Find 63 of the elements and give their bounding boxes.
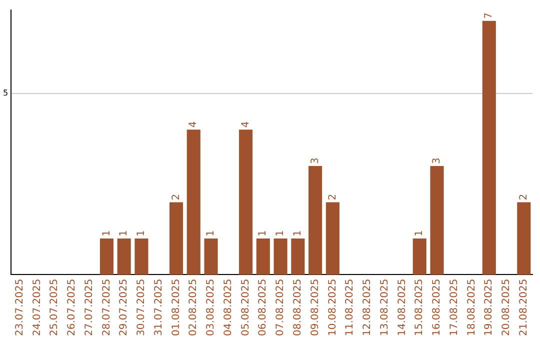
bar xyxy=(186,130,200,275)
x-tick-label: 05.08.2025 xyxy=(240,278,252,336)
bar xyxy=(256,238,270,275)
x-tick-label: 27.07.2025 xyxy=(84,278,95,336)
bar xyxy=(430,166,444,275)
data-label: 4 xyxy=(188,121,200,128)
x-tick-label: 25.07.2025 xyxy=(49,278,60,336)
x-tick-label: 07.08.2025 xyxy=(275,278,286,336)
x-tick-label: 26.07.2025 xyxy=(66,278,78,336)
bar xyxy=(238,130,253,275)
x-tick-label: 30.07.2025 xyxy=(136,278,148,336)
data-label: 2 xyxy=(518,194,530,200)
x-tick-label: 24.07.2025 xyxy=(32,278,43,336)
x-tick-label: 28.07.2025 xyxy=(101,278,112,336)
x-tick-label: 12.08.2025 xyxy=(362,278,374,336)
x-tick-label: 23.07.2025 xyxy=(14,278,26,336)
bar xyxy=(482,20,496,275)
x-tick-label: 14.08.2025 xyxy=(396,278,408,336)
x-tick-label: 29.07.2025 xyxy=(118,278,130,336)
bar xyxy=(291,238,305,275)
x-tick-label: 19.08.2025 xyxy=(484,278,495,336)
x-tick-label: 21.08.2025 xyxy=(518,278,530,336)
data-label: 1 xyxy=(206,230,217,236)
x-tick-label: 15.08.2025 xyxy=(414,278,426,336)
bar xyxy=(134,238,148,275)
bar xyxy=(517,202,531,275)
x-tick-label: 06.08.2025 xyxy=(258,278,269,336)
bar xyxy=(100,238,114,275)
data-label: 1 xyxy=(258,230,269,236)
bar xyxy=(169,202,184,275)
data-label: 1 xyxy=(101,230,112,236)
data-label: 2 xyxy=(170,194,182,200)
x-tick-label: 11.08.2025 xyxy=(344,278,356,336)
y-tick-label: 5 xyxy=(2,88,8,98)
x-tick-label: 02.08.2025 xyxy=(188,278,200,336)
x-tick-label: 08.08.2025 xyxy=(292,278,304,336)
x-tick-label: 16.08.2025 xyxy=(432,278,443,336)
data-label: 7 xyxy=(484,12,495,19)
x-tick-label: 09.08.2025 xyxy=(310,278,321,336)
x-tick-label: 10.08.2025 xyxy=(327,278,338,336)
x-tick-label: 18.08.2025 xyxy=(466,278,478,336)
data-label: 3 xyxy=(310,158,321,164)
x-tick-label: 17.08.2025 xyxy=(448,278,460,336)
bar xyxy=(308,166,322,275)
x-tick-label: 03.08.2025 xyxy=(206,278,217,336)
x-tick-label: 01.08.2025 xyxy=(170,278,182,336)
bar xyxy=(326,202,340,275)
data-label: 1 xyxy=(118,230,130,236)
x-tick-label: 31.07.2025 xyxy=(153,278,164,336)
data-label: 3 xyxy=(432,158,443,164)
data-label: 1 xyxy=(414,230,426,236)
bar xyxy=(412,238,426,275)
bar xyxy=(204,238,218,275)
x-tick-label: 13.08.2025 xyxy=(379,278,390,336)
x-tick-label: 04.08.2025 xyxy=(222,278,234,336)
data-label: 1 xyxy=(275,230,286,236)
bar xyxy=(274,238,288,275)
data-label: 2 xyxy=(327,194,338,200)
data-label: 1 xyxy=(136,230,148,236)
data-label: 4 xyxy=(240,121,252,128)
x-tick-label: 20.08.2025 xyxy=(501,278,512,336)
data-label: 1 xyxy=(292,230,304,236)
bar xyxy=(117,238,131,275)
